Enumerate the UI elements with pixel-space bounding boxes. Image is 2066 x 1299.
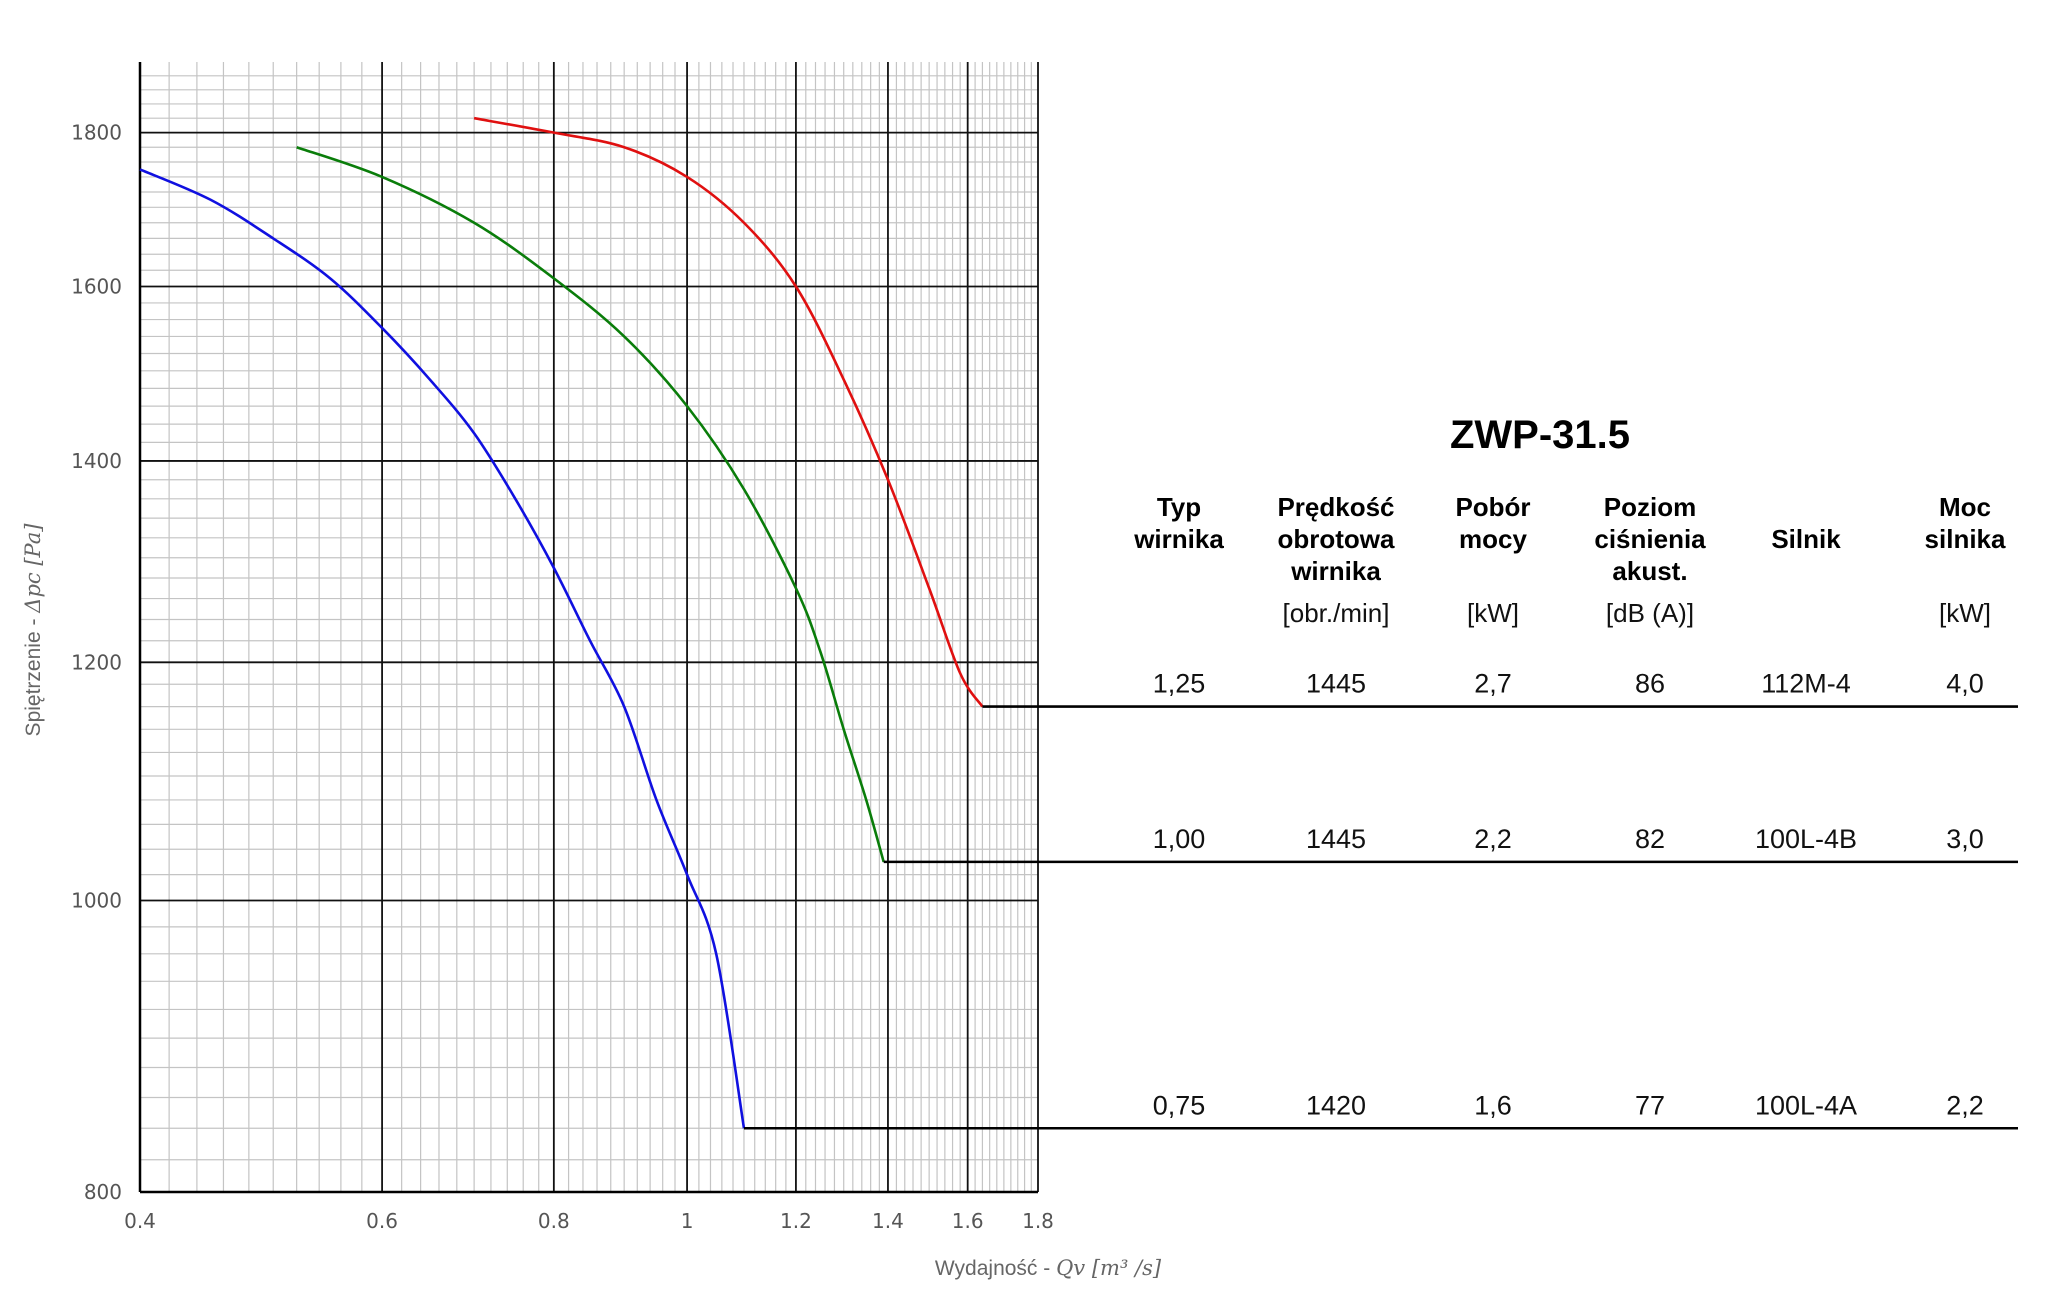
table-cell: 112M-4 — [1761, 669, 1851, 699]
column-unit-2: [kW] — [1467, 598, 1519, 628]
x-tick-label: 1.2 — [780, 1209, 812, 1233]
table-cell: 77 — [1635, 1090, 1665, 1120]
table-cell: 100L-4B — [1755, 824, 1857, 854]
x-tick-label: 0.8 — [538, 1209, 570, 1233]
column-header-3: Poziom — [1604, 492, 1696, 522]
table-cell: 1420 — [1306, 1090, 1366, 1120]
y-tick-label: 1000 — [71, 888, 122, 912]
table-headers: TypwirnikaPrędkośćobrotowawirnika[obr./m… — [1133, 492, 2006, 628]
table-cell: 1,00 — [1153, 824, 1206, 854]
y-tick-label: 1600 — [71, 274, 122, 298]
table-cell: 1,6 — [1474, 1090, 1512, 1120]
column-header-5: Moc — [1939, 492, 1991, 522]
x-tick-label: 1.4 — [872, 1209, 904, 1233]
table-cell: 3,0 — [1946, 824, 1984, 854]
series-curves — [139, 116, 984, 1129]
table-cell: 1,25 — [1153, 669, 1206, 699]
x-tick-label: 1.6 — [952, 1209, 984, 1233]
y-tick-label: 1800 — [71, 121, 122, 145]
column-unit-3: [dB (A)] — [1606, 598, 1694, 628]
table-cell: 2,7 — [1474, 669, 1512, 699]
y-tick-label: 800 — [84, 1180, 122, 1204]
table-title: ZWP-31.5 — [1450, 413, 1630, 457]
column-header-4: Silnik — [1771, 524, 1841, 554]
x-axis-label: Wydajność - Qv [m³ /s] — [935, 1256, 1162, 1280]
table-cell: 1445 — [1306, 669, 1366, 699]
y-axis-label: Spiętrzenie - Δpc [Pa] — [21, 523, 45, 737]
y-tick-label: 1200 — [71, 650, 122, 674]
column-header-3: ciśnienia — [1594, 524, 1706, 554]
column-header-1: wirnika — [1290, 556, 1381, 586]
grid-minor — [140, 62, 1038, 1192]
table-cell: 4,0 — [1946, 669, 1984, 699]
grid-major — [140, 62, 1039, 1192]
series-line-1 — [296, 145, 885, 863]
column-unit-1: [obr./min] — [1283, 598, 1390, 628]
table-cell: 1445 — [1306, 824, 1366, 854]
column-header-2: Pobór — [1455, 492, 1530, 522]
table-cell: 82 — [1635, 824, 1665, 854]
column-header-1: obrotowa — [1278, 524, 1396, 554]
column-header-3: akust. — [1612, 556, 1687, 586]
axes — [138, 62, 1038, 1194]
column-header-0: wirnika — [1133, 524, 1224, 554]
column-unit-5: [kW] — [1939, 598, 1991, 628]
row-leader-lines — [743, 705, 2018, 1130]
column-header-5: silnika — [1925, 524, 2006, 554]
column-header-1: Prędkość — [1277, 492, 1394, 522]
table-cell: 2,2 — [1946, 1090, 1984, 1120]
table-cell: 86 — [1635, 669, 1665, 699]
table-cell: 2,2 — [1474, 824, 1512, 854]
y-tick-labels: 800 1000 1200 1400 1600 1800 — [71, 121, 122, 1204]
table-cell: 0,75 — [1153, 1090, 1206, 1120]
series-line-0 — [139, 168, 746, 1129]
table-rows: 1,25 1445 2,7 86 112M-4 4,0 1,00 1445 2,2 82 100L-… — [1153, 669, 1984, 1121]
x-tick-label: 0.4 — [124, 1209, 156, 1233]
column-header-2: mocy — [1459, 524, 1527, 554]
x-tick-label: 1.8 — [1022, 1209, 1054, 1233]
x-tick-label: 1 — [681, 1209, 694, 1233]
x-tick-labels: 0.4 0.6 0.8 1 1.2 1.4 1.6 1.8 — [124, 1209, 1054, 1233]
series-line-2 — [473, 116, 984, 708]
x-tick-label: 0.6 — [366, 1209, 398, 1233]
y-tick-label: 1400 — [71, 449, 122, 473]
column-header-0: Typ — [1157, 492, 1201, 522]
table-cell: 100L-4A — [1755, 1090, 1857, 1120]
